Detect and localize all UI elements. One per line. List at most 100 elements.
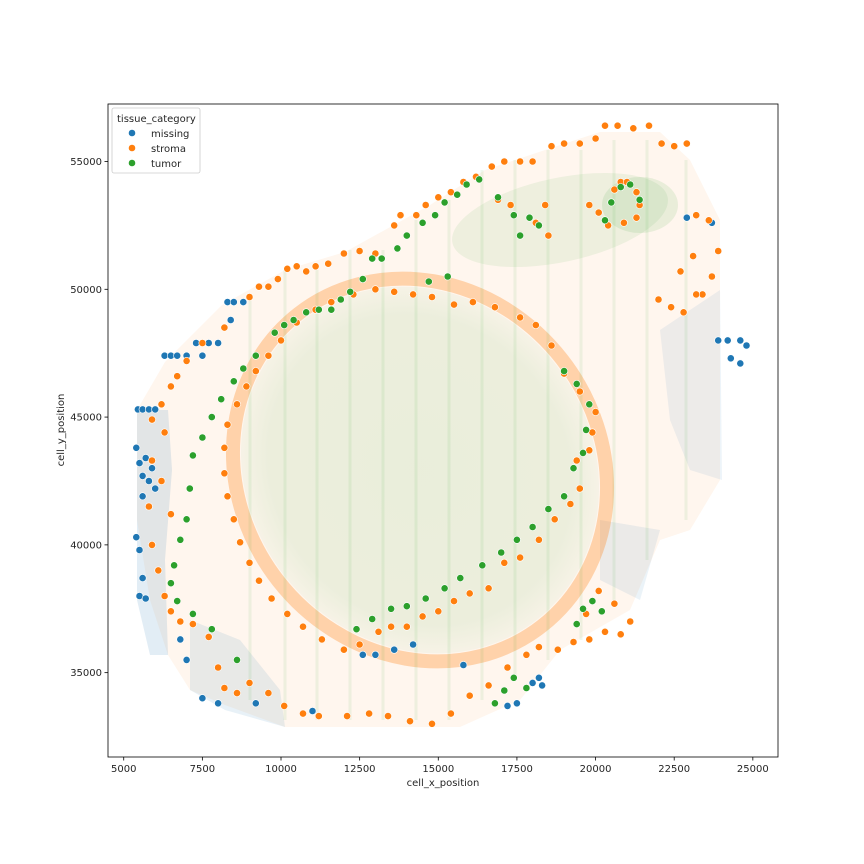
point-tumor xyxy=(607,198,616,207)
point-stroma xyxy=(434,193,443,202)
point-stroma xyxy=(585,201,594,209)
point-stroma xyxy=(355,247,364,255)
point-tumor xyxy=(579,604,587,613)
point-tumor xyxy=(302,308,311,317)
x-tick-label: 12500 xyxy=(344,764,376,775)
point-stroma xyxy=(610,599,619,608)
point-stroma xyxy=(704,216,713,225)
point-stroma xyxy=(402,622,411,631)
point-tumor xyxy=(393,244,402,253)
point-tumor xyxy=(440,584,449,593)
point-stroma xyxy=(465,589,474,598)
point-tumor xyxy=(560,367,568,375)
legend-label-tumor: tumor xyxy=(151,159,182,170)
point-stroma xyxy=(692,290,701,299)
point-missing xyxy=(138,574,147,582)
point-stroma xyxy=(585,635,594,644)
point-stroma xyxy=(280,702,289,710)
point-stroma xyxy=(591,408,600,416)
point-stroma xyxy=(541,201,550,209)
point-tumor xyxy=(572,379,581,388)
point-tumor xyxy=(494,193,502,202)
point-tumor xyxy=(475,175,484,184)
point-stroma xyxy=(292,262,301,271)
point-stroma xyxy=(626,617,635,626)
point-missing xyxy=(736,359,745,368)
point-missing xyxy=(176,635,185,644)
point-tumor xyxy=(635,195,644,204)
data-points xyxy=(132,121,751,728)
point-stroma xyxy=(550,515,559,524)
point-stroma xyxy=(223,420,232,429)
point-tumor xyxy=(170,561,178,570)
point-stroma xyxy=(220,443,229,452)
plot-frame xyxy=(107,103,779,758)
point-missing xyxy=(239,298,248,306)
point-stroma xyxy=(371,285,380,294)
point-stroma xyxy=(255,576,263,585)
point-tumor xyxy=(166,579,175,588)
point-stroma xyxy=(503,663,512,672)
point-tumor xyxy=(229,377,238,386)
x-axis-label: cell_x_position xyxy=(407,778,480,789)
point-tumor xyxy=(352,625,361,634)
point-tumor xyxy=(585,400,594,409)
point-tumor xyxy=(535,221,543,230)
point-tumor xyxy=(424,277,433,286)
legend-label-missing: missing xyxy=(151,129,189,140)
point-stroma xyxy=(601,121,609,130)
x-tick-label: 15000 xyxy=(422,764,454,775)
point-stroma xyxy=(528,157,537,166)
point-stroma xyxy=(654,295,663,304)
point-stroma xyxy=(535,643,543,651)
point-stroma xyxy=(594,208,603,217)
point-stroma xyxy=(343,712,351,720)
point-stroma xyxy=(569,638,578,646)
point-tumor xyxy=(402,231,411,240)
x-tick-label: 5000 xyxy=(111,764,136,775)
point-stroma xyxy=(714,247,723,255)
point-tumor xyxy=(544,505,553,513)
tumor-core-region xyxy=(240,286,600,654)
x-tick-label: 20000 xyxy=(580,764,612,775)
point-stroma xyxy=(317,635,326,644)
point-tumor xyxy=(346,287,355,296)
point-tumor xyxy=(462,180,471,189)
point-stroma xyxy=(560,139,568,148)
point-stroma xyxy=(144,502,153,511)
point-tumor xyxy=(368,615,377,623)
legend-box xyxy=(111,107,201,174)
point-stroma xyxy=(465,691,474,700)
point-tumor xyxy=(251,351,260,360)
point-stroma xyxy=(428,293,436,301)
point-stroma xyxy=(229,515,238,524)
point-tumor xyxy=(443,272,452,281)
point-stroma xyxy=(220,323,229,332)
point-tumor xyxy=(280,321,289,329)
point-stroma xyxy=(245,679,254,687)
point-stroma xyxy=(245,558,254,567)
point-tumor xyxy=(588,597,597,605)
point-missing xyxy=(371,650,380,659)
point-stroma xyxy=(157,400,166,409)
point-tumor xyxy=(597,607,606,616)
point-tumor xyxy=(239,364,248,373)
point-stroma xyxy=(522,650,531,659)
point-missing xyxy=(132,533,141,542)
point-stroma xyxy=(173,372,182,381)
tumor-upper-region xyxy=(452,172,668,268)
point-stroma xyxy=(220,684,229,692)
point-tumor xyxy=(478,561,487,570)
point-missing xyxy=(214,339,222,347)
point-tumor xyxy=(377,254,386,263)
point-missing xyxy=(173,351,182,360)
point-stroma xyxy=(273,275,282,283)
point-stroma xyxy=(176,617,185,626)
point-missing xyxy=(736,336,745,345)
point-stroma xyxy=(406,717,414,726)
point-stroma xyxy=(374,627,383,636)
point-tumor xyxy=(440,198,449,207)
point-missing xyxy=(538,681,546,690)
point-tumor xyxy=(509,211,518,220)
point-stroma xyxy=(148,415,156,424)
